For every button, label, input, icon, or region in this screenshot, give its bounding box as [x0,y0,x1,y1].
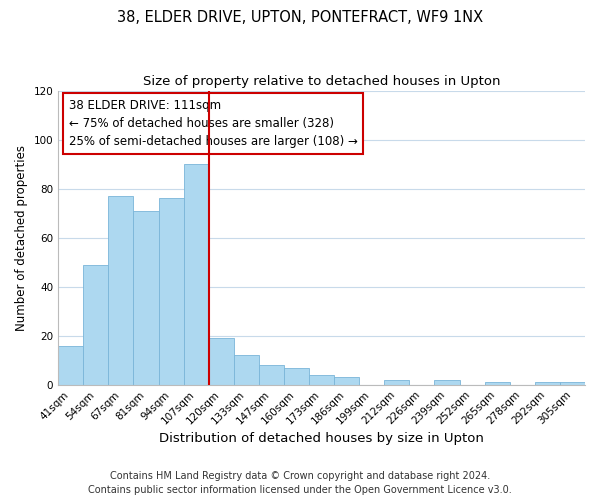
Bar [485,382,510,384]
Bar [535,382,560,384]
Text: Contains HM Land Registry data © Crown copyright and database right 2024.
Contai: Contains HM Land Registry data © Crown c… [88,471,512,495]
X-axis label: Distribution of detached houses by size in Upton: Distribution of detached houses by size … [159,432,484,445]
Bar [334,378,359,384]
Bar [133,210,158,384]
Text: 38 ELDER DRIVE: 111sqm
← 75% of detached houses are smaller (328)
25% of semi-de: 38 ELDER DRIVE: 111sqm ← 75% of detached… [69,100,358,148]
Bar [158,198,184,384]
Bar [560,382,585,384]
Title: Size of property relative to detached houses in Upton: Size of property relative to detached ho… [143,75,500,88]
Bar [385,380,409,384]
Bar [184,164,209,384]
Bar [83,264,109,384]
Bar [109,196,133,384]
Bar [58,346,83,385]
Text: 38, ELDER DRIVE, UPTON, PONTEFRACT, WF9 1NX: 38, ELDER DRIVE, UPTON, PONTEFRACT, WF9 … [117,10,483,25]
Bar [259,365,284,384]
Bar [309,375,334,384]
Bar [234,356,259,384]
Y-axis label: Number of detached properties: Number of detached properties [15,144,28,330]
Bar [284,368,309,384]
Bar [209,338,234,384]
Bar [434,380,460,384]
